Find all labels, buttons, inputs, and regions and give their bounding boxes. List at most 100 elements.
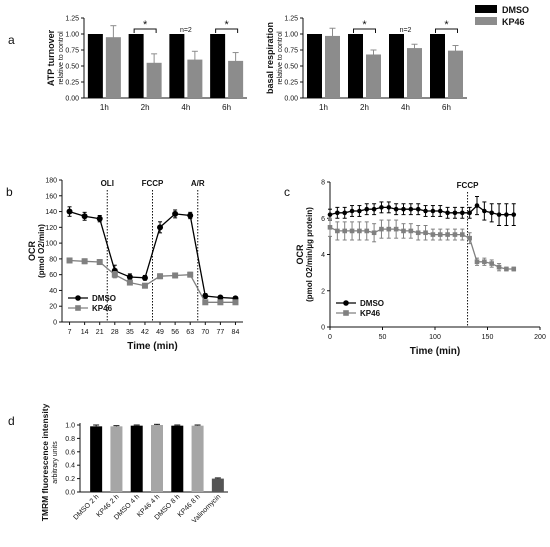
bar-kp46 — [448, 50, 463, 98]
y-axis-title: TMRM fluorescence intensity — [40, 403, 50, 521]
bar-kp46 — [325, 35, 340, 98]
bar-dmso — [348, 34, 363, 98]
y-tick-label: 0.2 — [65, 476, 75, 483]
x-tick-label: 4h — [181, 103, 190, 112]
x-axis-title: Time (min) — [127, 341, 177, 352]
data-point-kp46 — [430, 232, 436, 237]
panel-label-d: d — [8, 414, 15, 428]
y-tick-label: 1.25 — [284, 16, 298, 23]
data-point-dmso — [415, 206, 421, 212]
injection-label: FCCP — [457, 181, 479, 190]
x-tick-label: 200 — [534, 334, 546, 341]
data-point-kp46 — [96, 259, 103, 266]
y-tick-label: 0.4 — [65, 463, 75, 470]
x-tick-label: 150 — [482, 334, 494, 341]
bar-dmso — [169, 34, 185, 98]
x-axis-title: Time (min) — [410, 346, 460, 357]
data-point-dmso — [423, 208, 428, 214]
x-tick-label: 56 — [171, 329, 179, 336]
y-tick-label: 0.8 — [65, 436, 75, 443]
data-point-dmso — [379, 205, 384, 210]
legend-swatch-dmso — [475, 5, 497, 13]
x-tick-label: 63 — [186, 329, 194, 336]
data-point-kp46 — [217, 299, 224, 306]
y-tick-label: 0.75 — [65, 48, 79, 55]
significance-label: * — [224, 19, 229, 31]
data-point-kp46 — [489, 261, 494, 266]
bar-kp46 — [407, 48, 422, 98]
data-point-kp46 — [393, 226, 399, 232]
x-tick-label: 4h — [401, 103, 410, 112]
y-tick-label: 4 — [321, 252, 325, 259]
data-point-kp46 — [357, 228, 362, 234]
data-point-dmso — [202, 292, 209, 299]
legend-marker — [75, 305, 81, 311]
bar-dmso — [87, 34, 103, 98]
data-point-kp46 — [232, 299, 239, 306]
data-point-dmso — [437, 208, 443, 214]
bar-kp46 — [105, 37, 121, 98]
bar — [191, 425, 204, 492]
y-tick-label: 60 — [49, 272, 57, 279]
y-axis-subtitle: arbitrary units — [52, 441, 59, 484]
panel-label-a: a — [8, 33, 15, 47]
data-point-kp46 — [437, 232, 443, 237]
bar-dmso — [389, 34, 404, 98]
x-tick-label: 100 — [429, 334, 441, 341]
injection-label: FCCP — [142, 179, 164, 188]
y-tick-label: 120 — [45, 225, 57, 232]
y-tick-label: 0 — [53, 320, 57, 327]
bar-kp46 — [366, 54, 381, 98]
data-point-kp46 — [474, 259, 480, 265]
y-tick-label: 0.25 — [284, 80, 298, 87]
legend-label: DMSO — [360, 299, 384, 308]
data-point-dmso — [371, 206, 377, 212]
x-tick-label: 1h — [100, 103, 109, 112]
x-tick-label: 1h — [319, 103, 328, 112]
bar — [90, 426, 103, 492]
data-point-kp46 — [202, 299, 209, 306]
data-point-dmso — [467, 210, 472, 216]
y-tick-label: 1.00 — [65, 32, 79, 39]
data-point-kp46 — [452, 232, 458, 237]
bar — [130, 425, 143, 492]
data-point-kp46 — [379, 226, 384, 232]
y-tick-label: 0.50 — [65, 64, 79, 71]
legend-marker — [343, 310, 349, 316]
legend-marker — [343, 300, 349, 306]
data-point-dmso — [511, 212, 517, 217]
data-point-dmso — [172, 210, 179, 217]
bar — [171, 425, 184, 492]
x-tick-label: 6h — [222, 103, 231, 112]
data-point-kp46 — [349, 228, 355, 234]
injection-label: A/R — [191, 179, 205, 188]
data-point-kp46 — [445, 232, 450, 237]
data-point-kp46 — [415, 230, 421, 236]
data-point-dmso — [474, 203, 480, 208]
legend-top: DMSO KP46 — [475, 5, 529, 27]
legend-label: KP46 — [92, 304, 113, 313]
data-point-kp46 — [66, 257, 73, 264]
data-point-dmso — [342, 210, 348, 216]
x-tick-label: DMSO 2 h — [72, 493, 100, 521]
y-axis-title: OCR — [295, 244, 305, 265]
chart-ocr-b: 0 20 40 60 80 100 120 140 160 180 7 14 21 28 35 42 49 56 6… — [27, 178, 243, 352]
x-tick-label: 50 — [379, 334, 387, 341]
bar-dmso — [430, 34, 445, 98]
y-tick-label: 0.25 — [65, 80, 79, 87]
x-tick-label: 49 — [156, 329, 164, 336]
data-point-kp46 — [408, 228, 414, 234]
chart-basal-respiration: 0.00 0.25 0.50 0.75 1.00 1.25 1h 2h 4h 6h * n=2 * bas… — [265, 16, 467, 112]
data-point-kp46 — [157, 273, 164, 280]
y-axis-title: ATP turnover — [46, 29, 56, 86]
data-point-dmso — [327, 212, 333, 217]
legend-marker — [75, 295, 81, 301]
bar-kp46 — [146, 62, 162, 98]
x-tick-label: 2h — [141, 103, 150, 112]
data-point-dmso — [504, 212, 509, 217]
bar-dmso — [210, 34, 226, 98]
y-tick-label: 40 — [49, 288, 57, 295]
